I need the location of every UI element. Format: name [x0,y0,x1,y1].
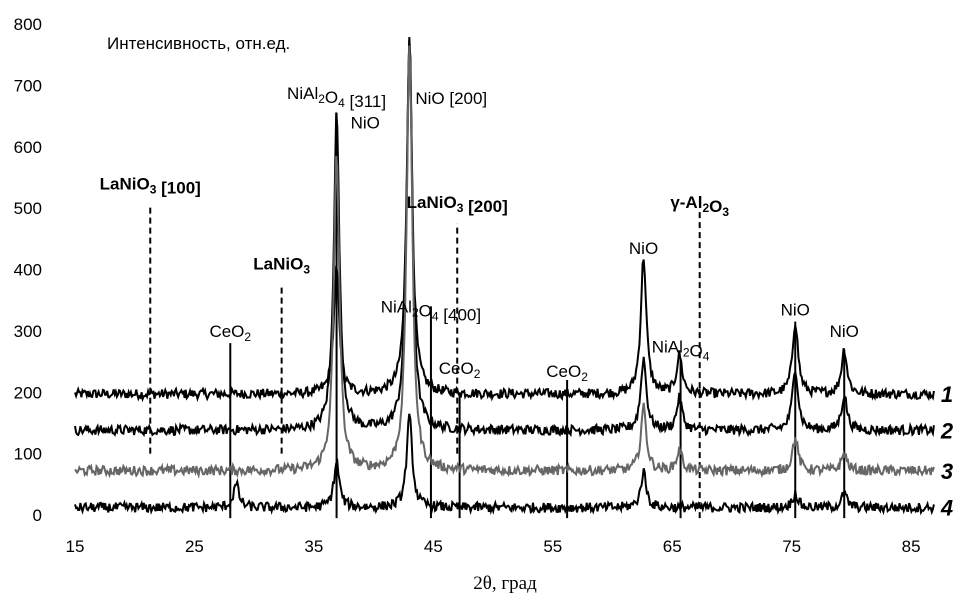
annotations: LaNiO3 [100] LaNiO3 CeO2 NiAl2O4 [311] NiO Ni… [100,84,859,384]
y-tick-label: 200 [14,383,42,402]
axes: 0 100 200 300 400 500 600 700 800 15 25 35 45 55 65 75 8… [14,15,921,556]
x-axis-label: 2θ, град [473,573,537,594]
y-tick-label: 300 [14,322,42,341]
x-tick-label: 25 [185,537,204,556]
peak-label: CeO2 [439,359,481,381]
series-2-label: 2 [940,418,954,443]
peak-label: LaNiO3 [200] [407,193,508,216]
peak-label: CeO2 [546,362,588,384]
y-tick-label: 800 [14,15,42,34]
y-tick-label: 700 [14,76,42,95]
peak-label: CeO2 [209,322,251,344]
peak-label: NiAl2O4 [400] [381,297,481,324]
peak-label: NiO [351,113,380,132]
series-4-line [74,413,935,516]
x-tick-label: 15 [66,537,85,556]
series-group: 1 2 3 4 [74,37,954,521]
peak-markers [149,112,846,519]
x-tick-label: 85 [902,537,921,556]
y-axis-label: Интенсивность, отн.ед. [107,34,290,53]
peak-label: NiO [830,322,859,341]
x-tick-label: 35 [304,537,323,556]
y-tick-label: 400 [14,261,42,280]
peak-label: NiAl2O4 [652,337,710,363]
series-4-label: 4 [940,496,953,521]
y-tick-label: 500 [14,199,42,218]
peak-label: LaNiO3 [100] [100,175,201,198]
y-tick-label: 600 [14,138,42,157]
series-3-line [74,45,935,480]
peak-label: NiO [200] [415,89,487,108]
peak-label: LaNiO3 [253,255,310,277]
series-3-label: 3 [941,459,953,484]
peak-label: NiO [629,239,658,258]
y-tick-label: 100 [14,445,42,464]
series-1-line [74,39,935,403]
peak-label: NiO [781,301,810,320]
y-tick-label: 0 [33,506,42,525]
x-tick-label: 75 [782,537,801,556]
x-tick-label: 65 [663,537,682,556]
peak-label: γ-Al2O3 [670,193,729,219]
x-tick-label: 55 [543,537,562,556]
series-1-label: 1 [941,382,953,407]
series-2-line [74,37,935,438]
peak-label: NiAl2O4 [311] [287,84,386,111]
x-tick-label: 45 [424,537,443,556]
